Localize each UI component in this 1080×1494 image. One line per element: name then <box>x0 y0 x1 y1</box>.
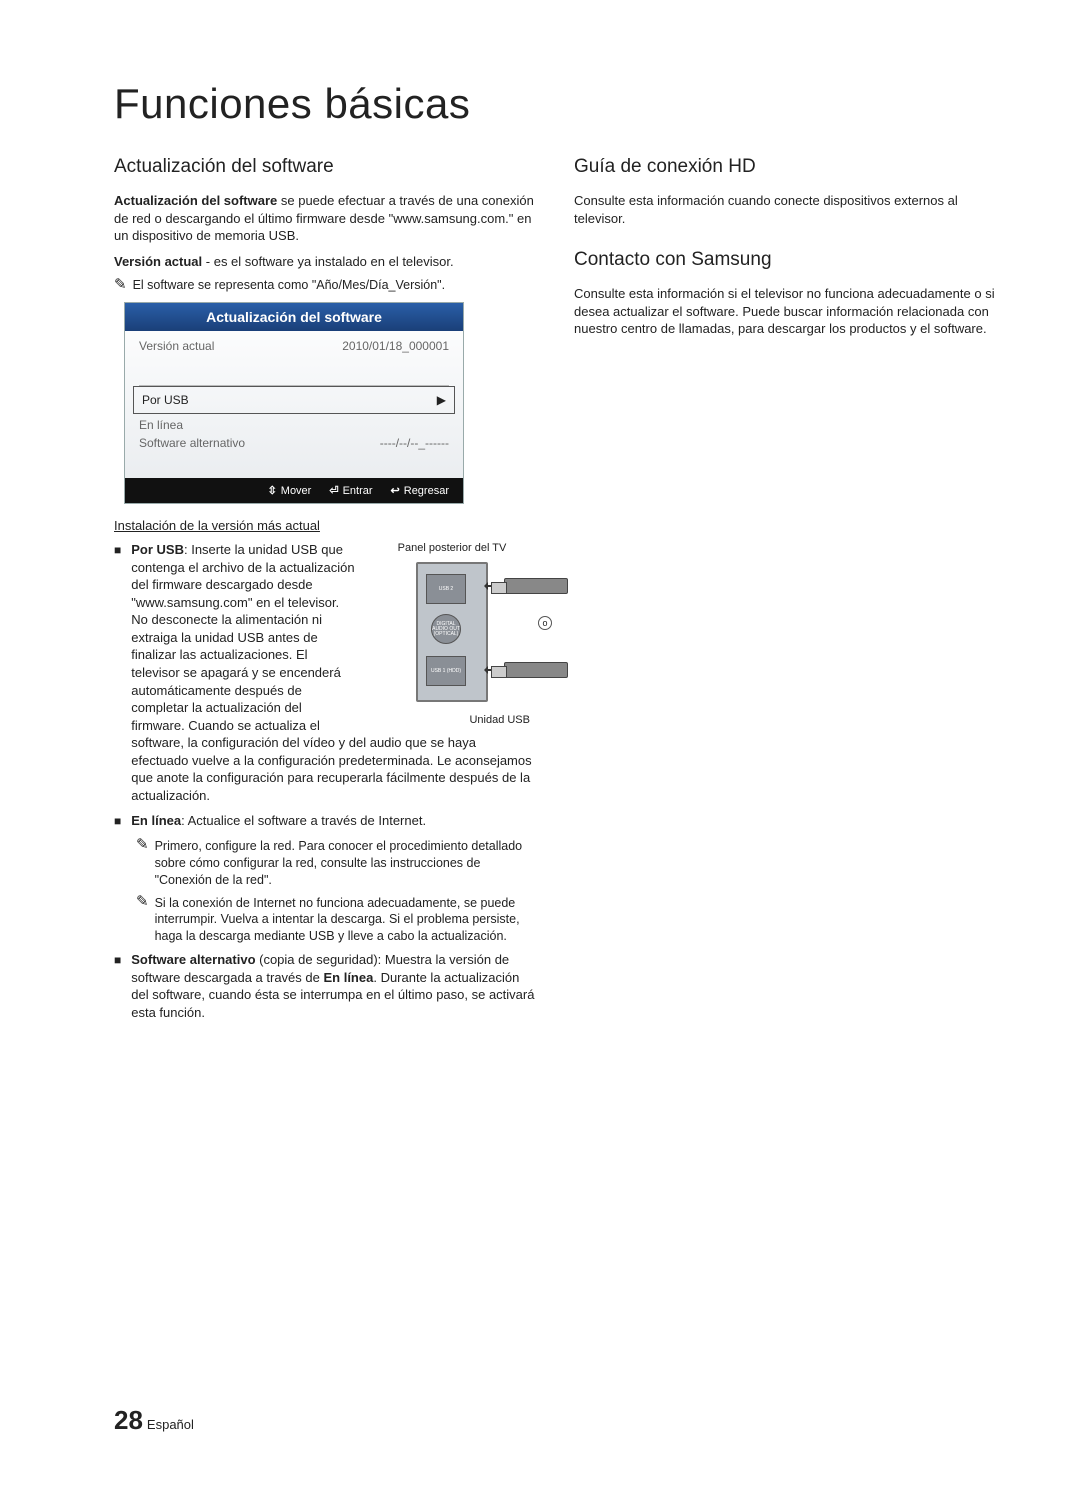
osd-software-upgrade: Actualización del software Versión actua… <box>124 302 464 504</box>
osd-footer: ⇳ Mover ⏎ Entrar ↩ Regresar <box>125 478 463 503</box>
right-column: Guía de conexión HD Consulte esta inform… <box>574 156 996 1029</box>
bullet-by-usb: ■ Panel posterior del TV USB 2 DIGITAL A… <box>114 541 536 804</box>
hd-guide-text: Consulte esta información cuando conecte… <box>574 192 996 227</box>
note-internet-fail: ✎ Si la conexión de Internet no funciona… <box>136 895 536 946</box>
osd-row-online[interactable]: En línea <box>125 414 463 434</box>
section-hd-guide: Guía de conexión HD <box>574 156 996 178</box>
section-contact-samsung: Contacto con Samsung <box>574 249 996 271</box>
or-label: o <box>538 616 552 630</box>
return-icon: ↩ <box>391 484 400 497</box>
version-paragraph: Versión actual - es el software ya insta… <box>114 253 536 271</box>
usb-drive-icon <box>504 578 568 594</box>
page-title: Funciones básicas <box>114 80 996 128</box>
square-bullet-icon: ■ <box>114 953 121 1021</box>
port-optical: DIGITAL AUDIO OUT (OPTICAL) <box>431 614 461 644</box>
osd-title: Actualización del software <box>125 303 463 331</box>
chevron-right-icon: ▶ <box>437 393 446 407</box>
bullet-alt-software: ■ Software alternativo (copia de segurid… <box>114 951 536 1021</box>
section-software-upgrade: Actualización del software <box>114 156 536 178</box>
note-icon: ✎ <box>136 894 149 946</box>
left-column: Actualización del software Actualización… <box>114 156 536 1029</box>
contact-samsung-text: Consulte esta información si el televiso… <box>574 285 996 338</box>
osd-row-alt-software[interactable]: Software alternativo ----/--/--_------ <box>125 434 463 458</box>
osd-row-by-usb[interactable]: Por USB ▶ <box>133 386 455 414</box>
updown-icon: ⇳ <box>268 484 277 497</box>
port-usb1-hdd: USB 1 (HDD) <box>426 656 466 686</box>
enter-icon: ⏎ <box>329 484 338 497</box>
tv-rear-panel-diagram: Panel posterior del TV USB 2 DIGITAL AUD… <box>368 541 536 728</box>
square-bullet-icon: ■ <box>114 543 121 804</box>
note-icon: ✎ <box>136 837 149 889</box>
note-icon: ✎ <box>114 277 127 292</box>
subhead-install-latest: Instalación de la versión más actual <box>114 518 536 533</box>
intro-paragraph: Actualización del software se puede efec… <box>114 192 536 245</box>
square-bullet-icon: ■ <box>114 814 121 830</box>
bullet-online: ■ En línea: Actualice el software a trav… <box>114 812 536 830</box>
page-number: 28Español <box>114 1405 194 1436</box>
note-version-format: ✎ El software se representa como "Año/Me… <box>114 278 536 292</box>
usb-drive-icon <box>504 662 568 678</box>
note-configure-network: ✎ Primero, configure la red. Para conoce… <box>136 838 536 889</box>
port-usb2: USB 2 <box>426 574 466 604</box>
osd-row-current-version: Versión actual 2010/01/18_000001 <box>125 331 463 361</box>
